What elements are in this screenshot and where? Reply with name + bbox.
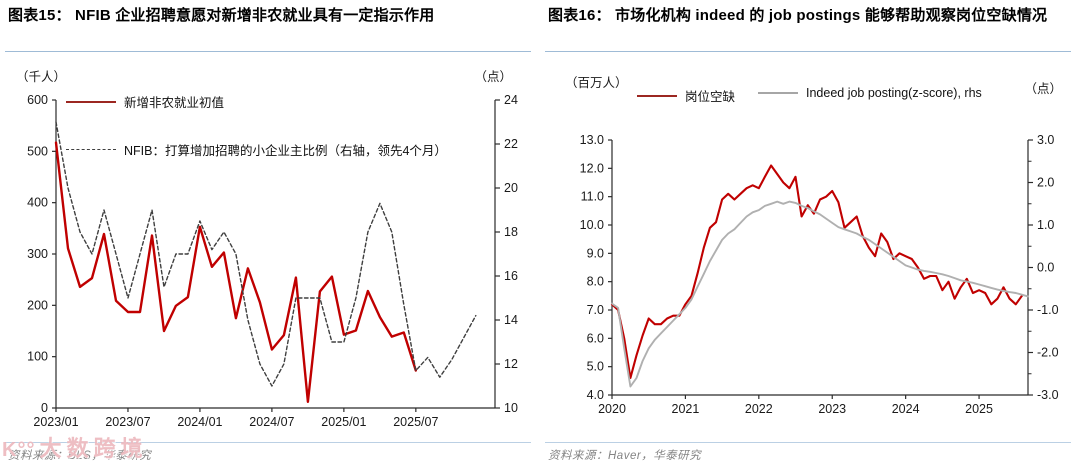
figure15-chart: 0 100 200 300 400 500 600 10 12 14 16 18 20 22 24 2023/… (27, 93, 518, 429)
svg-text:-2.0: -2.0 (1037, 346, 1059, 360)
figure15-left-axis-unit: （千人） (16, 70, 67, 84)
figure16-left-axis-unit: （百万人） (565, 76, 628, 90)
figure16-legend-indeed: Indeed job posting(z-score), rhs (758, 86, 982, 100)
svg-text:400: 400 (27, 196, 48, 210)
svg-text:4.0: 4.0 (587, 388, 604, 402)
figure15-legend-nfib-label: NFIB：打算增加招聘的小企业主比例（右轴，领先4个月） (124, 144, 447, 158)
figure16-right-axis-unit: （点） (1024, 82, 1062, 96)
svg-text:7.0: 7.0 (587, 303, 604, 317)
figure16-legend-openings: 岗位空缺 (637, 86, 735, 105)
figure15-legend-nonfarm: 新增非农就业初值 (66, 92, 224, 111)
svg-text:24: 24 (504, 93, 518, 107)
figure16-panel: 图表16： 市场化机构 indeed 的 job postings 能够帮助观察… (540, 0, 1080, 472)
dashed-line-swatch (66, 149, 116, 150)
figure15-title: 图表15： NFIB 企业招聘意愿对新增非农就业具有一定指示作用 (8, 7, 435, 24)
svg-text:12.0: 12.0 (580, 161, 604, 175)
svg-text:2025/07: 2025/07 (393, 415, 438, 429)
figure16-legend-indeed-label: Indeed job posting(z-score), rhs (806, 86, 982, 100)
svg-text:8.0: 8.0 (587, 275, 604, 289)
svg-text:-3.0: -3.0 (1037, 388, 1059, 402)
svg-text:16: 16 (504, 269, 518, 283)
svg-text:0: 0 (41, 401, 48, 415)
svg-text:10: 10 (504, 401, 518, 415)
svg-text:0.0: 0.0 (1037, 261, 1054, 275)
svg-text:22: 22 (504, 137, 518, 151)
figure15-title-separator (5, 51, 531, 52)
svg-text:13.0: 13.0 (580, 133, 604, 147)
gray-line-swatch (758, 92, 798, 94)
figure15-footer-separator (5, 442, 531, 443)
svg-text:2021: 2021 (672, 402, 700, 416)
svg-text:2025/01: 2025/01 (321, 415, 366, 429)
svg-text:2024/07: 2024/07 (249, 415, 294, 429)
svg-text:6.0: 6.0 (587, 331, 604, 345)
svg-text:200: 200 (27, 298, 48, 312)
figure16-footer-separator (545, 442, 1071, 443)
figure16-source: 资料来源：Haver，华泰研究 (548, 450, 702, 462)
svg-text:12: 12 (504, 357, 518, 371)
svg-text:2020: 2020 (598, 402, 626, 416)
svg-text:2.0: 2.0 (1037, 176, 1054, 190)
svg-text:2025: 2025 (965, 402, 993, 416)
svg-text:500: 500 (27, 144, 48, 158)
svg-text:600: 600 (27, 93, 48, 107)
figure15-legend-nonfarm-label: 新增非农就业初值 (124, 96, 225, 110)
svg-text:300: 300 (27, 247, 48, 261)
svg-text:10.0: 10.0 (580, 218, 604, 232)
svg-text:2024/01: 2024/01 (177, 415, 222, 429)
figure16-title-separator (545, 51, 1071, 52)
svg-text:2023/07: 2023/07 (105, 415, 150, 429)
figure15-source: 资料来源：BLS，华泰研究 (8, 450, 152, 462)
svg-text:18: 18 (504, 225, 518, 239)
figure15-legend-nfib: NFIB：打算增加招聘的小企业主比例（右轴，领先4个月） (66, 140, 447, 159)
svg-text:14: 14 (504, 313, 518, 327)
red-line-swatch (66, 100, 116, 103)
svg-text:2023/01: 2023/01 (33, 415, 78, 429)
figure16-legend-openings-label: 岗位空缺 (685, 90, 736, 104)
svg-text:20: 20 (504, 181, 518, 195)
figure15-right-axis-unit: （点） (474, 70, 512, 84)
svg-text:1.0: 1.0 (1037, 218, 1054, 232)
red-line-swatch (637, 94, 677, 97)
svg-text:2023: 2023 (818, 402, 846, 416)
figure16-title: 图表16： 市场化机构 indeed 的 job postings 能够帮助观察… (548, 7, 1048, 24)
svg-text:-1.0: -1.0 (1037, 303, 1059, 317)
svg-text:100: 100 (27, 350, 48, 364)
svg-text:2022: 2022 (745, 402, 773, 416)
svg-text:5.0: 5.0 (587, 360, 604, 374)
svg-text:11.0: 11.0 (581, 190, 604, 204)
svg-text:2024: 2024 (892, 402, 920, 416)
figure16-chart: 4.0 5.0 6.0 7.0 8.0 9.0 10.0 11.0 12.0 13.0 -3.0 -2… (580, 133, 1059, 416)
svg-text:3.0: 3.0 (1037, 133, 1054, 147)
svg-text:9.0: 9.0 (587, 246, 604, 260)
figure15-panel: 图表15： NFIB 企业招聘意愿对新增非农就业具有一定指示作用 （千人） （点… (2, 7, 531, 462)
